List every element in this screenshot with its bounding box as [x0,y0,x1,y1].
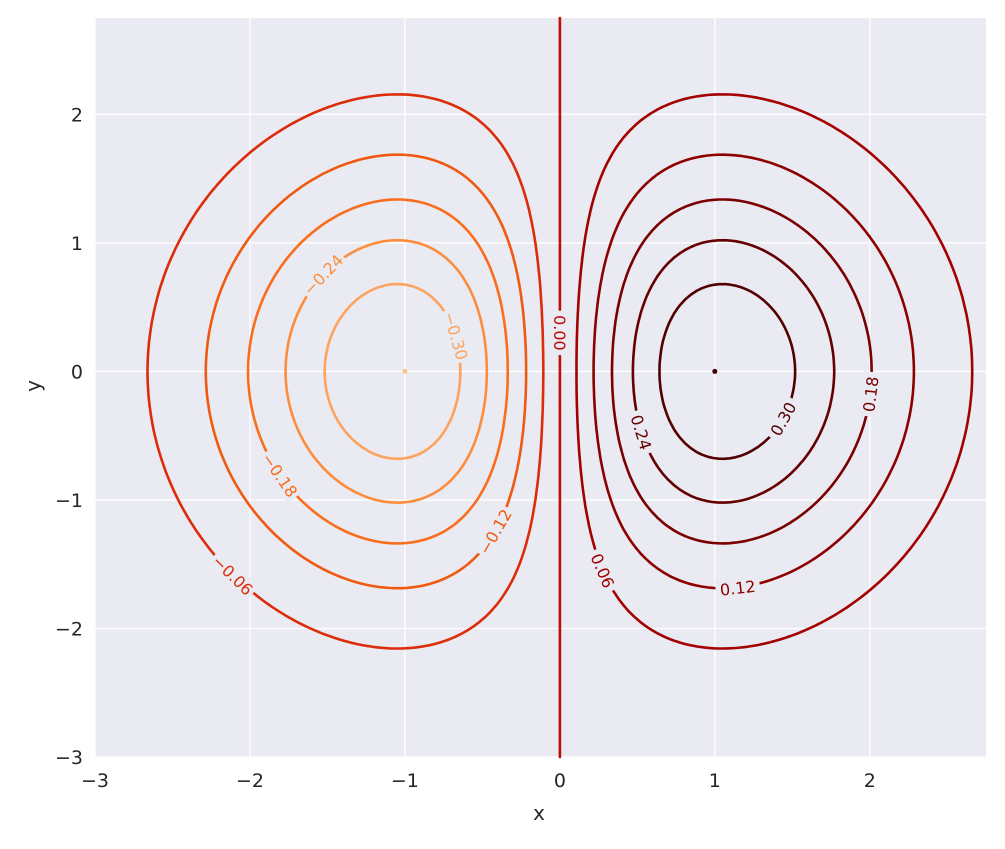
contour-line-0.12 [592,153,916,590]
contour-line--0.24 [284,238,489,504]
contour-label-bg [763,394,803,444]
contour-label-0.00: 0.00 [549,310,570,356]
y-tick-label: 1 [71,233,83,255]
contour-label-bg [438,307,474,365]
y-tick-label: 0 [71,361,83,383]
contour-label-0.12: 0.12 [714,575,761,601]
contour-label-bg [549,310,570,356]
contour-line-0.18 [610,198,873,545]
x-tick-label: −1 [391,770,419,792]
x-tick-label: −2 [236,770,264,792]
contour-label-bg [297,248,349,302]
plot-background [95,18,986,757]
x-tick-label: 1 [709,770,721,792]
y-tick-label: −1 [55,490,83,512]
contour-label-text: 0.12 [719,577,756,600]
contour-label-0.18: 0.18 [857,370,884,418]
contour-label-text: 0.18 [859,375,882,413]
contour-label-bg [472,503,518,560]
contour-label-bg [625,408,658,457]
contour-label-bg [714,575,761,601]
contour-label-bg [857,370,884,418]
extremum-point [402,368,408,374]
tick-labels: −3 −2 −1 0 1 2 −3 −2 −1 0 1 2 [55,104,876,792]
contour-label-bg [206,549,260,602]
y-tick-label: 2 [71,104,83,126]
contour-label-bg [584,546,621,595]
x-tick-label: 0 [554,770,566,792]
x-tick-label: 2 [864,770,876,792]
x-tick-label: −3 [81,770,109,792]
x-axis-title: x [533,801,545,825]
extremum-point [712,368,718,374]
y-tick-label: −2 [55,618,83,640]
contour-line--0.18 [246,198,509,545]
contour-label-text: 0.00 [550,315,569,351]
y-axis-title: y [21,380,45,392]
y-tick-label: −3 [55,747,83,769]
contour-label-bg [256,447,304,503]
